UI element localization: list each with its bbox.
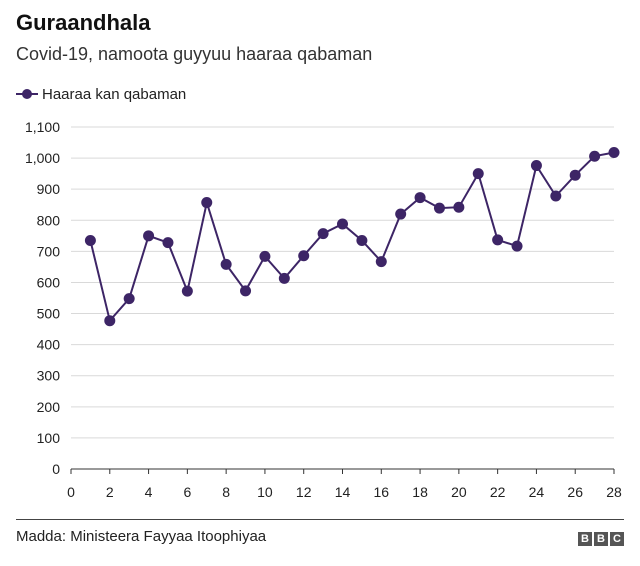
line-chart: 0 100 200 300 400 500 600 700 800 900 1,000 1,100 0 2… <box>25 119 622 500</box>
x-tick-label: 22 <box>490 484 506 500</box>
x-tick-label: 8 <box>222 484 230 500</box>
x-tick-label: 0 <box>67 484 75 500</box>
x-tick-label: 12 <box>296 484 312 500</box>
data-point <box>181 285 193 297</box>
data-point <box>162 237 174 249</box>
y-tick-label: 100 <box>37 430 61 446</box>
data-point <box>414 192 426 204</box>
data-point <box>240 285 252 297</box>
legend: Haaraa kan qabaman <box>16 84 186 104</box>
data-point <box>511 240 523 252</box>
data-point <box>143 230 155 242</box>
x-tick-label: 24 <box>529 484 545 500</box>
y-tick-label: 200 <box>37 399 61 415</box>
series-line <box>89 151 615 323</box>
y-tick-label: 1,100 <box>25 119 60 135</box>
data-point <box>298 250 310 262</box>
y-tick-label: 0 <box>52 461 60 477</box>
data-point <box>453 201 465 213</box>
x-tick-label: 28 <box>606 484 622 500</box>
chart-subtitle: Covid-19, namoota guyyuu haaraa qabaman <box>16 44 373 64</box>
data-point <box>220 258 232 270</box>
x-tick-label: 2 <box>106 484 114 500</box>
data-point <box>589 150 601 162</box>
x-tick-label: 26 <box>567 484 583 500</box>
logo-letter: B <box>594 532 608 546</box>
data-point <box>201 197 213 209</box>
legend-marker-icon <box>16 87 38 101</box>
data-point <box>550 190 562 202</box>
y-tick-label: 400 <box>37 337 61 353</box>
x-tick-label: 10 <box>257 484 273 500</box>
data-point <box>104 315 116 327</box>
data-point <box>317 228 329 240</box>
x-tick-label: 14 <box>335 484 351 500</box>
data-point <box>608 146 620 158</box>
y-tick-label: 900 <box>37 181 61 197</box>
data-point <box>84 234 96 246</box>
data-point <box>337 218 348 230</box>
data-point <box>259 250 271 262</box>
x-tick-label: 6 <box>183 484 191 500</box>
data-point <box>395 208 407 220</box>
data-point <box>433 202 445 214</box>
data-point <box>375 256 387 268</box>
data-point <box>492 234 504 246</box>
chart-title: Guraandhala <box>16 10 151 35</box>
y-tick-label: 300 <box>37 368 61 384</box>
data-point <box>123 293 135 305</box>
y-tick-label: 500 <box>37 306 61 322</box>
y-tick-label: 700 <box>37 243 61 259</box>
footer-divider <box>16 519 624 520</box>
x-tick-label: 4 <box>145 484 153 500</box>
legend-label: Haaraa kan qabaman <box>42 85 187 103</box>
data-point <box>472 168 484 180</box>
y-tick-label: 800 <box>37 212 61 228</box>
source-note: Madda: Ministeera Fayyaa Itoophiyaa <box>16 528 267 545</box>
data-point <box>278 272 290 284</box>
y-tick-label: 600 <box>37 274 61 290</box>
data-point <box>356 234 368 246</box>
data-point <box>530 160 542 172</box>
y-tick-label: 1,000 <box>25 150 60 166</box>
x-tick-label: 18 <box>412 484 428 500</box>
x-tick-label: 20 <box>451 484 467 500</box>
logo-letter: C <box>610 532 624 546</box>
logo-letter: B <box>578 532 592 546</box>
x-tick-label: 16 <box>373 484 389 500</box>
bbc-logo: B B C <box>578 532 624 546</box>
data-point <box>569 169 581 181</box>
